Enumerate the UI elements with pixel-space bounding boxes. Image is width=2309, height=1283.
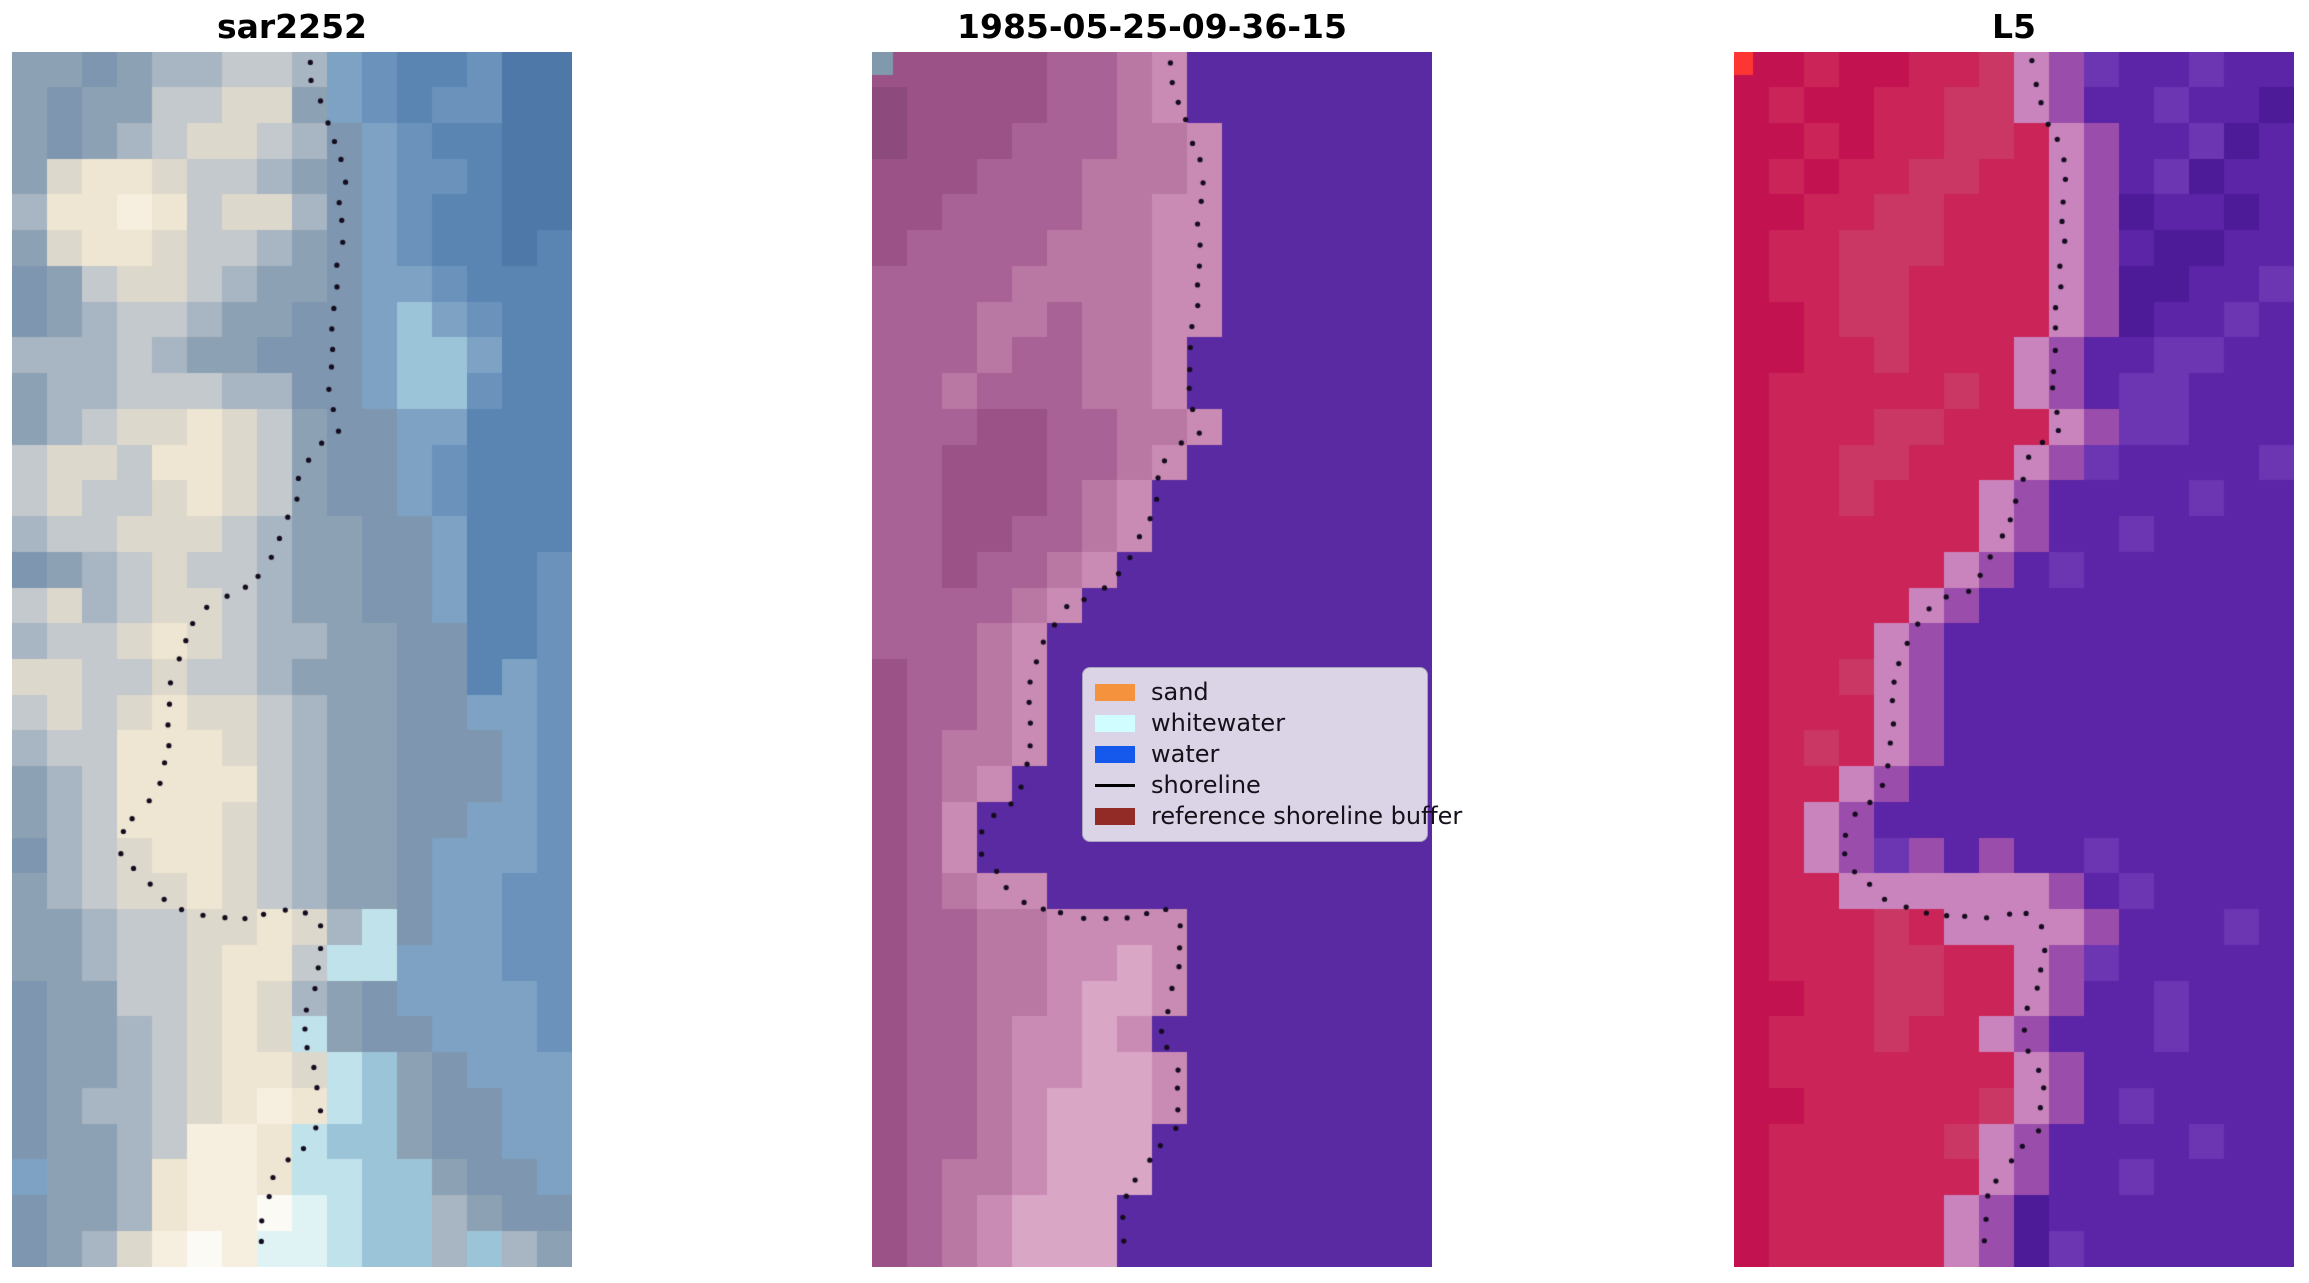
legend-label-reference-buffer: reference shoreline buffer: [1151, 801, 1463, 830]
panel-classified: 1985-05-25-09-36-15 sand whitewater wate…: [872, 7, 1462, 1267]
legend-label-water: water: [1151, 739, 1220, 768]
classified-image: [872, 52, 1432, 1267]
legend-entry-whitewater: whitewater: [1095, 708, 1415, 739]
sar-image: [12, 52, 572, 1267]
panel-l5: L5: [1734, 7, 2294, 1267]
legend: sand whitewater water shoreline referenc…: [1082, 666, 1462, 842]
legend-label-sand: sand: [1151, 677, 1209, 706]
l5-image: [1734, 52, 2294, 1267]
panel-sar2252: sar2252: [12, 7, 572, 1267]
sand-swatch-icon: [1095, 683, 1135, 701]
whitewater-swatch-icon: [1095, 714, 1135, 732]
legend-label-whitewater: whitewater: [1151, 708, 1286, 737]
legend-entry-sand: sand: [1095, 677, 1415, 708]
legend-label-shoreline: shoreline: [1151, 770, 1261, 799]
legend-entry-water: water: [1095, 739, 1415, 770]
water-swatch-icon: [1095, 745, 1135, 763]
legend-entry-reference-buffer: reference shoreline buffer: [1095, 801, 1462, 832]
shoreline-line-icon: [1095, 783, 1135, 787]
reference-buffer-swatch-icon: [1095, 807, 1135, 825]
legend-entry-shoreline: shoreline: [1095, 770, 1415, 801]
panel-title-l5: L5: [1992, 7, 2036, 46]
panel-title-sar2252: sar2252: [216, 7, 368, 46]
panel-title-date: 1985-05-25-09-36-15: [957, 7, 1347, 46]
